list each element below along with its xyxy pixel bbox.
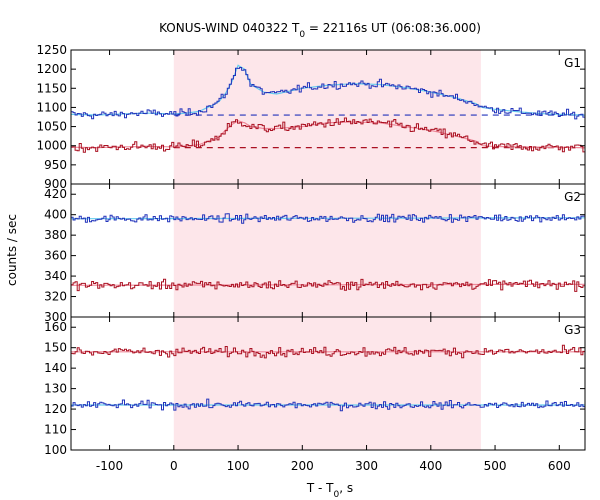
series-g3-red xyxy=(71,344,585,359)
y-tick-label-g1-1250: 1250 xyxy=(36,43,67,57)
y-tick-label-g3-110: 110 xyxy=(44,423,67,437)
y-tick-label-g2-420: 420 xyxy=(44,187,67,201)
y-tick-label-g3-150: 150 xyxy=(44,341,67,355)
x-tick-label-600: 600 xyxy=(548,459,571,473)
y-tick-label-g1-1200: 1200 xyxy=(36,62,67,76)
x-axis-label-main: T - T xyxy=(306,481,334,495)
series-g2-blue xyxy=(71,213,585,224)
series-g1-blue xyxy=(71,67,585,120)
y-tick-label-g2-340: 340 xyxy=(44,269,67,283)
chart-title: KONUS-WIND 040322 T0 = 22116s UT (06:08:… xyxy=(159,21,481,40)
y-tick-label-g1-950: 950 xyxy=(44,158,67,172)
y-tick-label-g1-900: 900 xyxy=(44,177,67,191)
y-tick-label-g2-300: 300 xyxy=(44,310,67,324)
highlight-interval xyxy=(173,50,481,450)
x-tick-label-200: 200 xyxy=(291,459,314,473)
y-tick-label-g1-1000: 1000 xyxy=(36,139,67,153)
panel-label-g3: G3 xyxy=(564,323,581,337)
y-tick-label-g2-360: 360 xyxy=(44,249,67,263)
chart-title-subscript: 0 xyxy=(299,30,305,40)
series-g2-red xyxy=(71,278,585,292)
y-tick-label-g3-130: 130 xyxy=(44,382,67,396)
y-tick-label-g1-1050: 1050 xyxy=(36,120,67,134)
panel-frame-g3 xyxy=(70,316,586,451)
x-tick-label-500: 500 xyxy=(484,459,507,473)
y-tick-label-g3-140: 140 xyxy=(44,361,67,375)
y-tick-label-g3-120: 120 xyxy=(44,402,67,416)
y-tick-label-g3-100: 100 xyxy=(44,443,67,457)
chart-title-rest: = 22116s UT (06:08:36.000) xyxy=(305,21,481,35)
x-axis-label-rest: , s xyxy=(339,481,353,495)
y-tick-label-g3-160: 160 xyxy=(44,320,67,334)
panel-label-g1: G1 xyxy=(564,56,581,70)
x-axis-label-subscript: 0 xyxy=(334,490,340,500)
x-tick-label-100: 100 xyxy=(227,459,250,473)
y-tick-label-g2-320: 320 xyxy=(44,290,67,304)
y-tick-label-g2-400: 400 xyxy=(44,208,67,222)
plot-area: 900950100010501100115012001250G130032034… xyxy=(36,43,586,473)
x-tick-label-0: 0 xyxy=(170,459,178,473)
y-tick-label-g1-1100: 1100 xyxy=(36,100,67,114)
x-axis-label: T - T0, s xyxy=(306,481,353,500)
chart-title-main: KONUS-WIND 040322 T xyxy=(159,21,300,35)
y-axis-label: counts / sec xyxy=(5,214,19,286)
y-tick-label-g2-380: 380 xyxy=(44,228,67,242)
x-tick-label-400: 400 xyxy=(419,459,442,473)
x-tick-label--100: -100 xyxy=(96,459,123,473)
series-g1-red xyxy=(71,117,585,153)
y-tick-label-g1-1150: 1150 xyxy=(36,81,67,95)
panel-label-g2: G2 xyxy=(564,190,581,204)
series-g3-blue xyxy=(71,398,585,412)
x-tick-label-300: 300 xyxy=(355,459,378,473)
